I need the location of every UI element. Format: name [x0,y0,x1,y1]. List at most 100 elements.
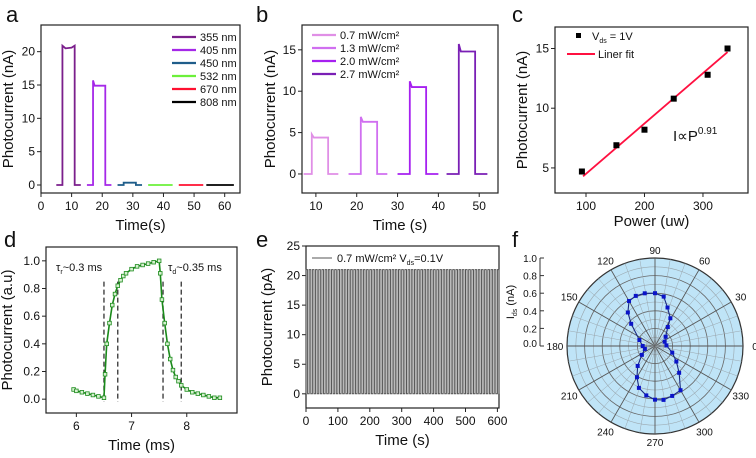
angle-tick-label: 150 [561,293,578,304]
x-axis-label: Time (s) [375,432,429,449]
text-part: 0.7 mW/cm² V [337,253,407,265]
panel-d: 6 7 8 0.0 0.2 0.4 0.6 0.8 1.0 Time (ms) Photocurre… [0,246,238,454]
polar-spoke [654,315,738,347]
legend-label: 2.0 mW/cm² [340,56,400,68]
polar-spoke [654,263,686,347]
y-axis-label: Photocurrent (nA) [514,51,531,169]
text-part: ~0.3 ms [63,262,103,274]
series-line [397,80,439,175]
plot-frame [45,246,238,414]
y-tick-label: 0.0 [23,392,40,406]
x-tick-label: 50 [187,199,201,213]
polar-spoke [654,345,732,391]
data-point [724,45,731,52]
series-line [446,43,488,175]
y-tick-label: 5 [293,357,300,371]
data-point [639,352,644,357]
data-point [115,283,120,288]
panel-letter-b: b [256,2,268,27]
x-tick-label: 300 [693,199,713,213]
panel-letter-c: c [512,2,523,27]
data-point [162,320,167,326]
y-tick-label: 0 [293,387,300,401]
x-tick-label: 20 [350,199,364,213]
y-tick-label: 10 [22,111,36,125]
panel-letter-e: e [256,227,268,252]
y-tick-label: 15 [283,43,297,57]
x-tick-label: 200 [634,199,654,213]
data-point [79,390,85,395]
y-tick-label: 20 [22,45,36,59]
plot-frame [301,24,499,194]
legend-marker [576,33,581,38]
legend-label: 0.7 mW/cm² Vds=0.1V [337,253,444,267]
angle-tick-label: 30 [735,293,747,304]
x-tick-label: 30 [391,199,405,213]
text-part: ~0.35 ms [176,262,222,274]
data-point [140,262,145,268]
panel-e: 0 100 200 300 400 500 600 0 5 10 15 20 25 Time (s) Pho… [259,239,508,449]
data-point [642,346,647,351]
data-point [665,305,670,310]
x-axis-label: Time(s) [115,217,165,234]
polar-spoke [654,345,700,423]
y-axis-label: Photocurrent (pA) [259,268,276,386]
angle-tick-label: 210 [561,392,578,403]
text-part: r [60,269,63,276]
x-tick-label: 10 [65,199,79,213]
y-tick-label: 15 [22,78,36,92]
panel-letter-f: f [512,227,519,252]
data-point [190,390,195,395]
angle-tick-label: 240 [597,428,614,439]
x-tick-label: 500 [455,414,475,428]
polar-spoke [568,330,656,347]
radial-tick-label: 0.0 [523,339,537,350]
data-point [159,297,165,302]
legend-label: Vds = 1V [592,31,633,45]
data-point [642,291,647,296]
series-line [348,116,388,175]
data-point [156,258,162,264]
data-point [668,316,673,321]
data-point [129,266,134,272]
fit-line [582,51,729,177]
panel-f: 0 30 60 90 120 150 180 210 240 270 300 330 0.0 0.2 0.4… [505,246,756,449]
data-point [176,378,181,384]
panel-a: 0 10 20 30 40 50 60 0 5 10 15 20 Time(s) Photocurrent… [0,24,241,234]
y-tick-label: 5 [289,126,296,140]
x-tick-label: 30 [126,199,140,213]
radial-tick-label: 0.4 [523,307,537,318]
data-point [578,168,585,175]
data-point [121,273,126,279]
x-tick-label: 60 [218,199,232,213]
data-point [158,271,163,276]
decay-time-label: τd~0.35 ms [168,262,222,276]
y-tick-label: 0.4 [23,337,40,351]
data-point [85,391,90,396]
x-axis-label: Time (ms) [108,437,175,454]
polar-spoke [598,345,656,414]
angle-tick-label: 0 [752,342,756,353]
data-point [674,359,679,364]
y-tick-label: 5 [28,145,35,159]
legend-label: 808 nm [200,97,237,109]
legend-label: 2.7 mW/cm² [340,69,400,81]
legend-label: 405 nm [200,45,237,57]
legend-label: Liner fit [598,49,634,61]
y-tick-label: 1.0 [23,254,40,268]
polar-spoke [610,345,656,423]
data-point [145,261,151,266]
polar-spoke [654,269,700,347]
data-point [173,374,178,380]
y-tick-label: 25 [287,239,301,253]
data-point [118,277,123,283]
power-law-annotation: I∝P0.91 [673,126,718,145]
data-point [151,260,156,265]
data-point [670,350,675,355]
text-part: τ [56,262,61,274]
data-point [661,397,666,402]
text-part: ds [599,38,607,45]
x-tick-label: 7 [128,419,135,433]
radial-axis-label: Ids (nA) [505,285,519,319]
data-point [74,388,79,394]
